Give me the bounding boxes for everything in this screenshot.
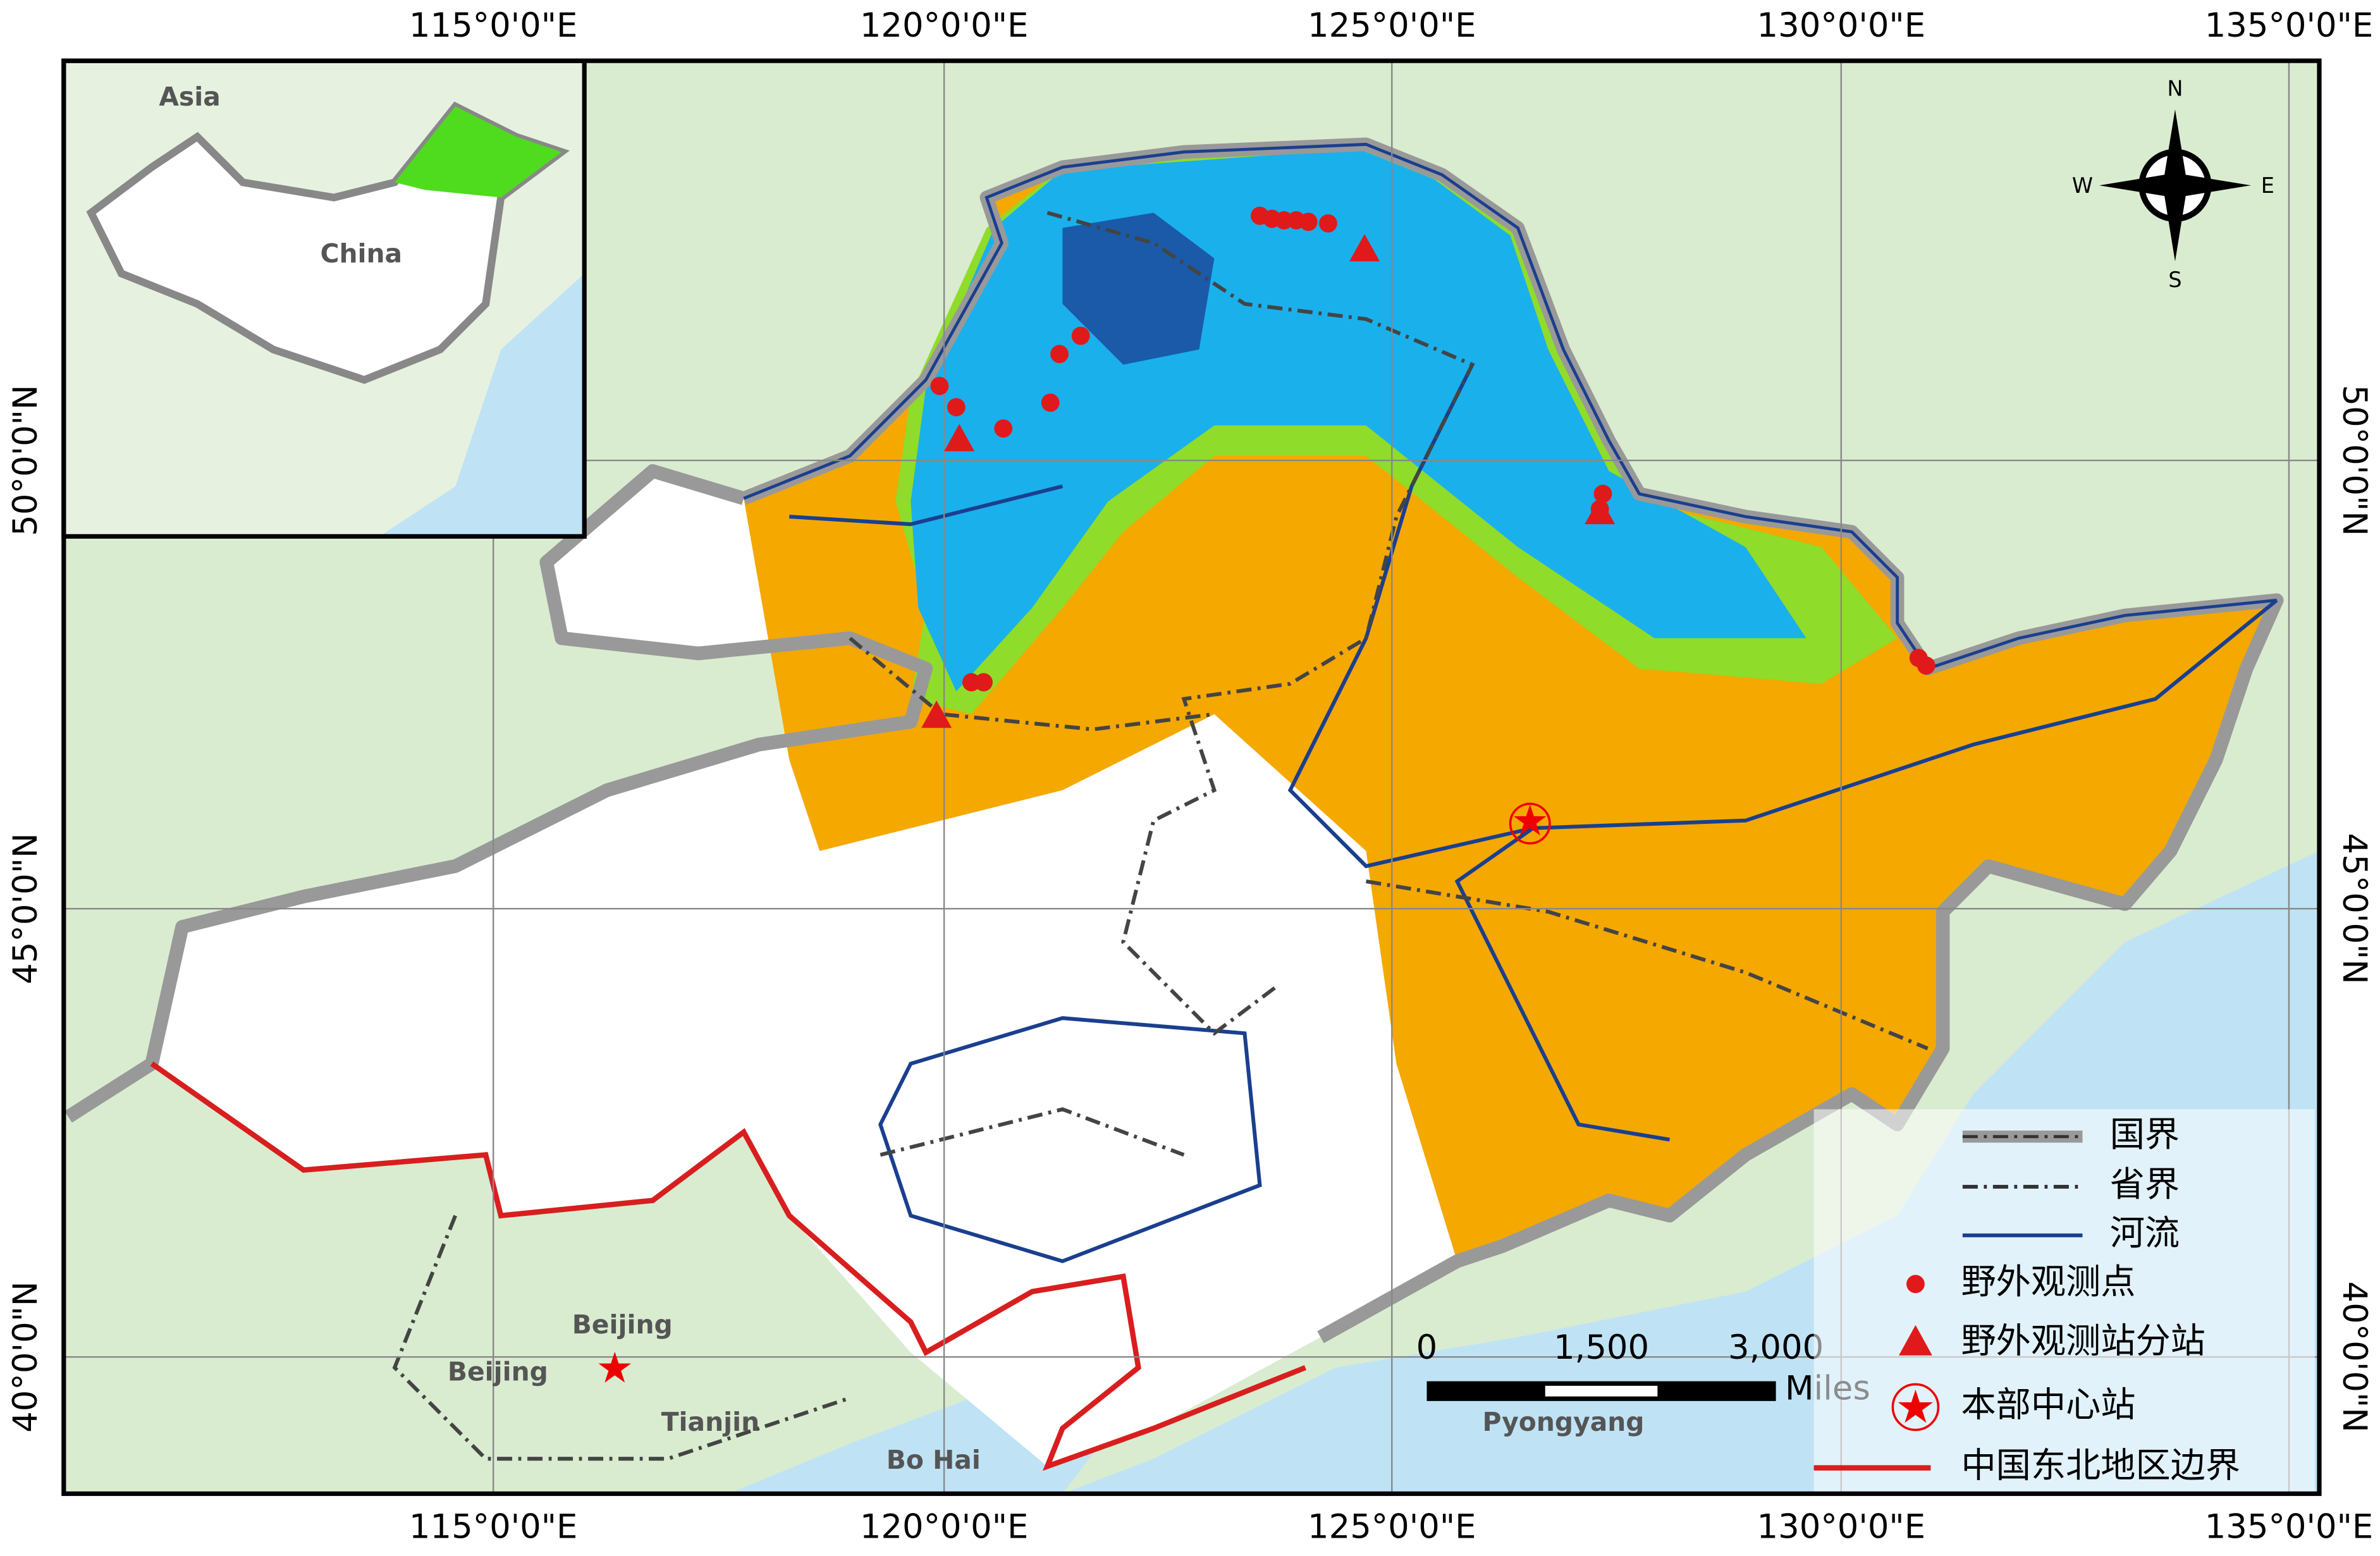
observation-point (1593, 484, 1612, 503)
compass-arrows (2099, 109, 2251, 262)
legend-background (1813, 1109, 2315, 1493)
observation-point (947, 398, 966, 417)
observation-point (930, 377, 949, 395)
place-label: Tianjin (661, 1407, 759, 1437)
observation-point (1041, 393, 1060, 412)
observation-point (1050, 345, 1069, 364)
scale-label: 0 (1416, 1328, 1438, 1367)
y-tick-label: 50°0'0"N (2335, 385, 2374, 536)
coordinate-labels: 115°0'0"E 115°0'0"E 120°0'0"E 120°0'0"E 125°… (6, 6, 2374, 1547)
inset-northeast (395, 106, 562, 198)
legend-label: 本部中心站 (1961, 1385, 2135, 1426)
compass-label: W (2072, 173, 2093, 198)
substation-marker (1349, 234, 1380, 262)
y-tick-label: 40°0'0"N (6, 1281, 45, 1432)
map-frame (61, 58, 2322, 1497)
beijing-marker: ★ (596, 1343, 634, 1392)
river (789, 364, 2278, 1263)
inset-label: China (321, 238, 403, 269)
place-label: Bo Hai (886, 1445, 981, 1475)
x-tick-label: 130°0'0"E (1757, 1507, 1926, 1546)
observation-point (974, 673, 993, 692)
legend-swatch (1906, 1275, 1925, 1294)
x-tick-label: 120°0'0"E (860, 6, 1029, 45)
y-tick-label: 45°0'0"N (6, 833, 45, 984)
legend-label: 中国东北地区边界 (1961, 1446, 2240, 1486)
central-station-ring (1509, 802, 1551, 845)
legend-label: 省界 (2110, 1165, 2180, 1205)
substation-marker (1585, 496, 1616, 525)
inset-map: Asia China (61, 58, 587, 539)
legend-label: 野外观测站分站 (1961, 1321, 2205, 1362)
observation-point (1299, 212, 1318, 231)
x-tick-label: 115°0'0"E (409, 6, 578, 45)
inset-label: Asia (159, 82, 220, 112)
y-tick-label: 40°0'0"N (2335, 1281, 2374, 1432)
x-tick-label: 130°0'0"E (1757, 6, 1926, 45)
place-label: Beijing (572, 1309, 673, 1340)
substation-marker (921, 700, 952, 728)
scale-label: 3,000 (1728, 1328, 1824, 1367)
x-tick-label: 125°0'0"E (1308, 6, 1476, 45)
observation-point (1071, 326, 1090, 345)
observation-point (1319, 214, 1337, 233)
dark-blue-zone (1062, 212, 1215, 365)
x-tick-label: 135°0'0"E (2205, 1507, 2374, 1546)
compass-label: N (2167, 76, 2183, 101)
legend-label: 野外观测点 (1961, 1262, 2135, 1302)
compass-label: S (2168, 267, 2181, 292)
substation-marker (944, 424, 975, 451)
observation-point (994, 419, 1013, 438)
x-tick-label: 120°0'0"E (860, 1507, 1029, 1546)
place-label: Beijing (448, 1357, 548, 1387)
observation-points (921, 206, 1935, 728)
compass: N S E W (2072, 76, 2274, 292)
provincial-border (392, 211, 1929, 1461)
compass-label: E (2261, 173, 2274, 198)
scale-bar-segment (1545, 1385, 1658, 1397)
scale-label: 1,500 (1554, 1328, 1649, 1367)
y-tick-label: 45°0'0"N (2335, 833, 2374, 984)
legend-label: 河流 (2110, 1213, 2180, 1254)
non-study-land (68, 471, 1457, 1467)
place-label: Pyongyang (1483, 1407, 1645, 1437)
x-tick-label: 125°0'0"E (1308, 1507, 1476, 1546)
legend-swatch (1899, 1325, 1932, 1356)
legend-label: 国界 (2110, 1115, 2180, 1155)
y-tick-label: 50°0'0"N (6, 385, 45, 536)
legend-swatch (1891, 1383, 1940, 1431)
x-tick-label: 115°0'0"E (409, 1507, 578, 1546)
observation-point (1917, 656, 1935, 675)
x-tick-label: 135°0'0"E (2205, 6, 2374, 45)
